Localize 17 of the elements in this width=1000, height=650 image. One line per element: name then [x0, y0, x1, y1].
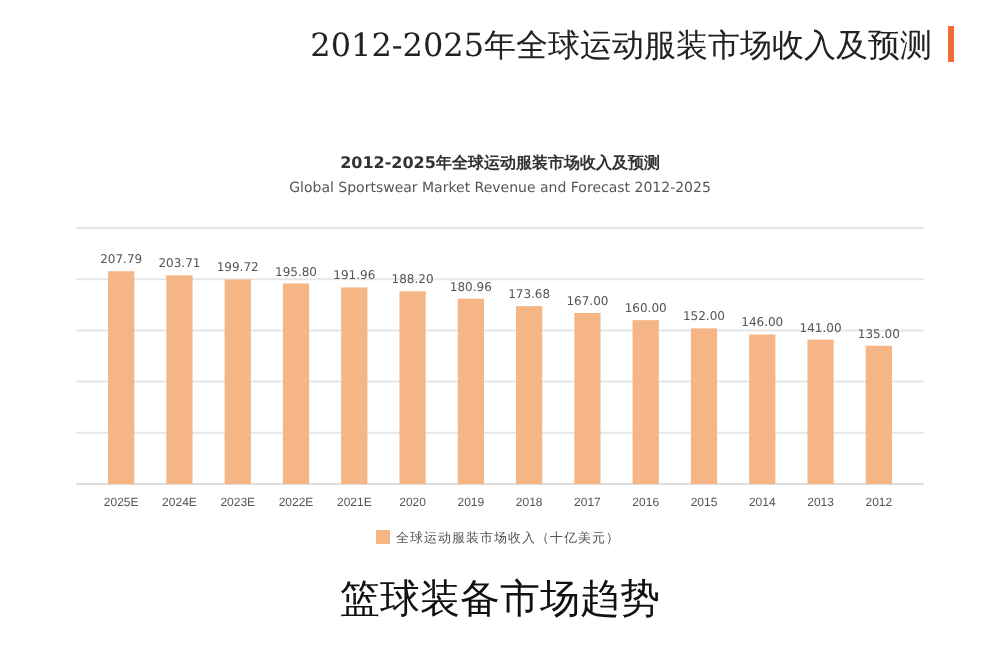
bar: [690, 328, 718, 484]
bar: [399, 291, 426, 484]
bar: [457, 298, 484, 484]
text: 2012-2025年全球运动服装市场收入及预测: [310, 26, 932, 64]
bar: [574, 312, 601, 484]
bar: [632, 320, 659, 484]
bar: [865, 345, 892, 484]
chart-title: 2012-2025年全球运动服装市场收入及预测: [340, 152, 660, 172]
bar: [224, 279, 251, 484]
bar: [166, 275, 193, 484]
bar: [341, 287, 368, 484]
text: 篮球装备市场趋势: [340, 574, 660, 622]
bar: [749, 334, 776, 484]
bar: [516, 306, 543, 484]
bar: [807, 339, 834, 484]
bar: [108, 271, 135, 484]
bar: [282, 283, 310, 484]
